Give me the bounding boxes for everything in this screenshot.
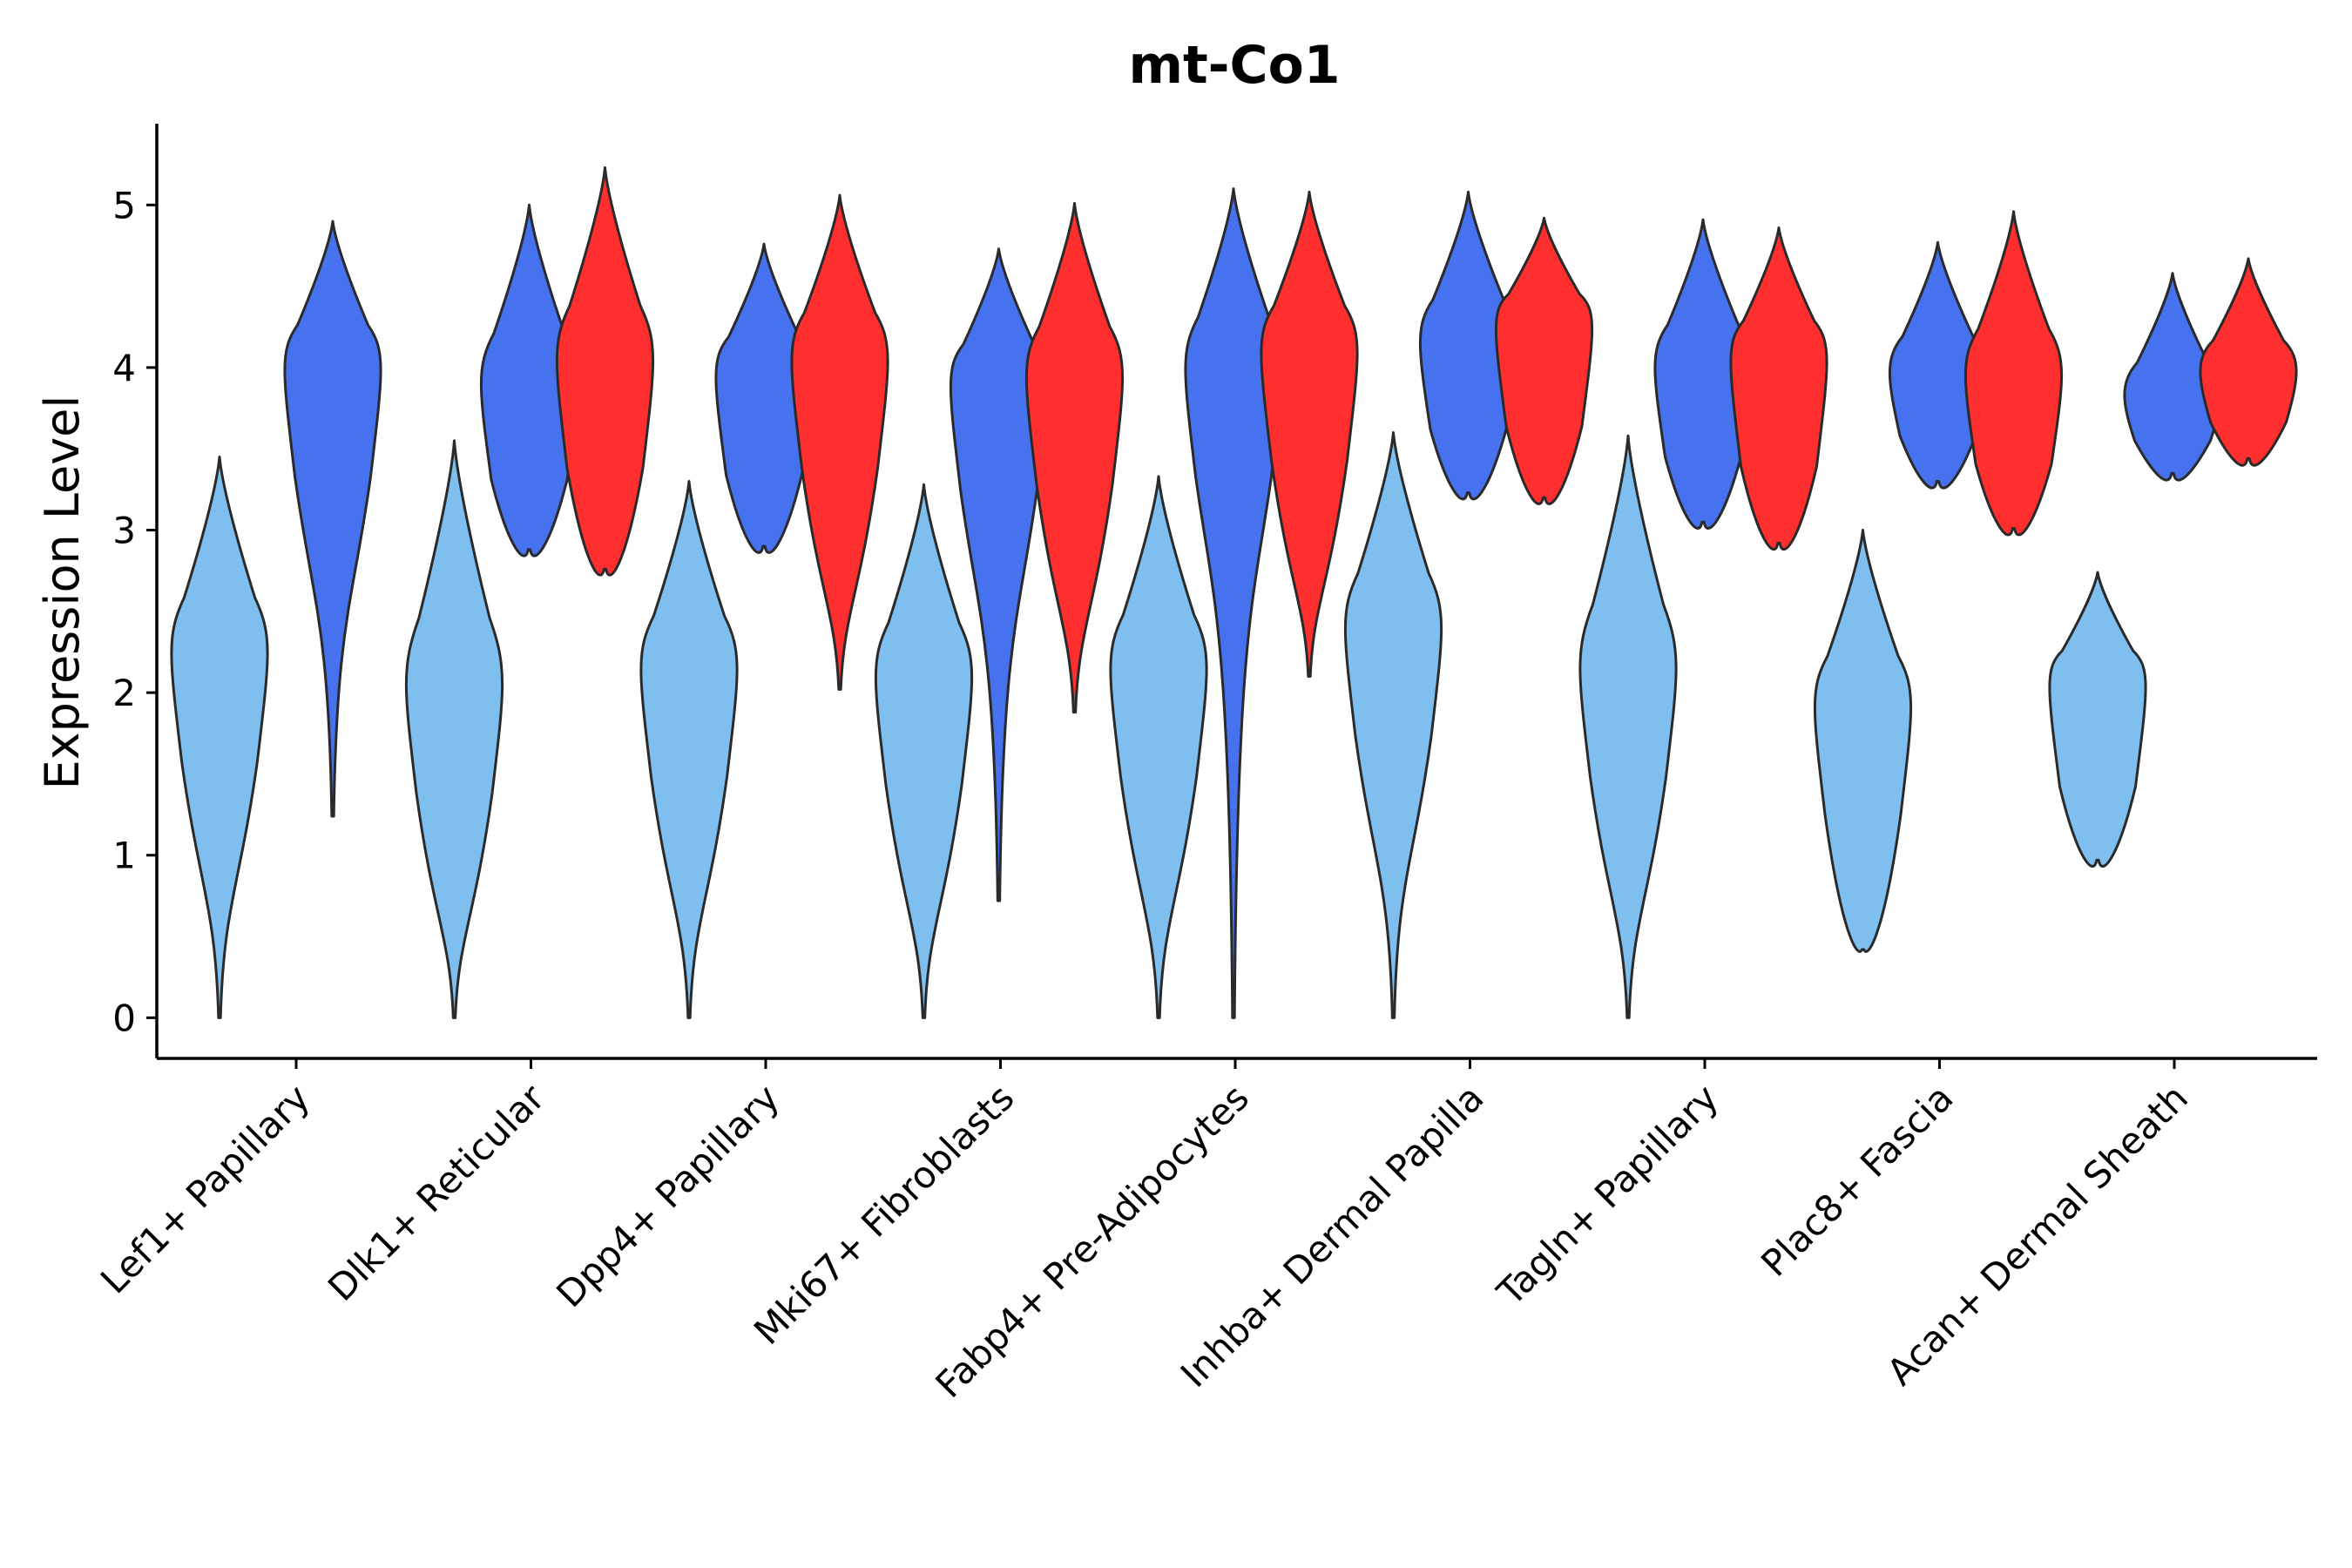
violin-low-1 <box>404 439 504 1019</box>
violin-high-7 <box>1963 210 2064 537</box>
x-tick-label-0: Lef1+ Papillary <box>92 1076 318 1301</box>
violin-high-6 <box>1729 226 1828 551</box>
x-tick-label-6: Tagln+ Papillary <box>1489 1076 1727 1314</box>
violin-low-2 <box>639 480 739 1019</box>
violin-high-2 <box>790 193 889 691</box>
violin-low-4 <box>1109 475 1208 1019</box>
y-tick-label-1: 1 <box>112 835 136 877</box>
plot-area <box>170 166 2298 1019</box>
y-tick-label-4: 4 <box>112 347 136 389</box>
x-tick-label-2: Dpp4+ Papillary <box>548 1076 787 1315</box>
y-axis-label: Expression Level <box>35 395 90 790</box>
violin-mid-0 <box>283 220 382 818</box>
x-tick-label-3: Mki67+ Fibroblasts <box>746 1076 1022 1352</box>
y-tick-label-0: 0 <box>112 997 136 1039</box>
violin-low-3 <box>874 483 974 1019</box>
y-tick-label-3: 3 <box>112 510 136 552</box>
violin-low-5 <box>1343 431 1443 1019</box>
violin-high-1 <box>555 166 655 577</box>
violin-low-8 <box>2048 571 2147 868</box>
chart-title: mt-Co1 <box>1128 35 1340 96</box>
violin-mid-6 <box>1653 218 1753 530</box>
x-tick-label-7: Plac8+ Fascia <box>1753 1076 1961 1284</box>
violin-mid-4 <box>1184 187 1283 1019</box>
violin-low-6 <box>1578 434 1678 1019</box>
violin-low-7 <box>1813 529 1913 953</box>
violin-high-4 <box>1260 190 1359 678</box>
y-tick-label-2: 2 <box>112 672 136 714</box>
violin-high-8 <box>2199 257 2298 467</box>
y-tick-label-5: 5 <box>112 184 136 226</box>
violin-high-5 <box>1494 216 1594 505</box>
violin-low-0 <box>170 456 269 1019</box>
x-tick-label-1: Dlk1+ Reticular <box>320 1076 553 1309</box>
violin-high-3 <box>1024 201 1125 714</box>
